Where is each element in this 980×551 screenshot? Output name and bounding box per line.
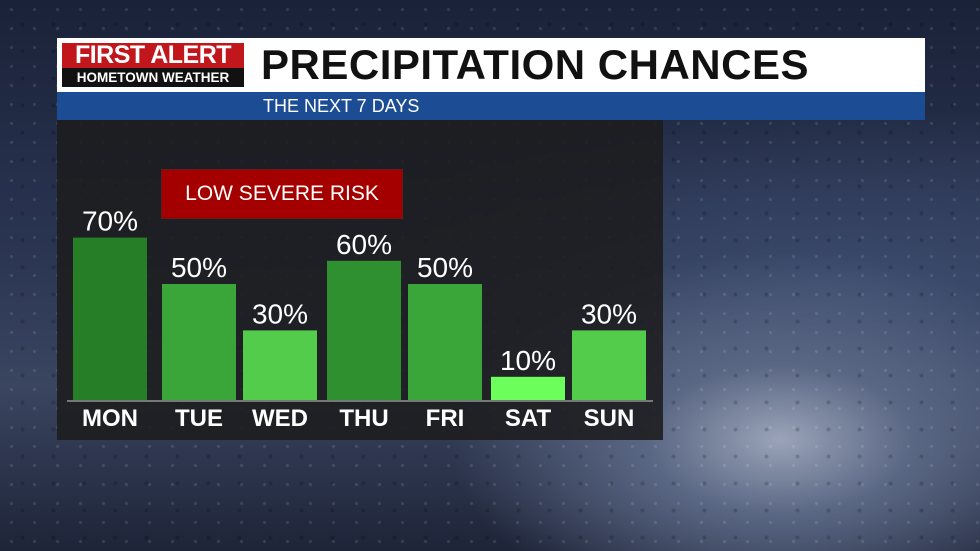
chart-panel: 70% MON 50% TUE 30% WED 60% THU 50% FRI 10% SAT 30% S… xyxy=(57,120,663,440)
data-label: 30% xyxy=(252,298,308,329)
page-title: PRECIPITATION CHANCES xyxy=(261,41,809,88)
data-label: 10% xyxy=(500,345,556,376)
data-label: 70% xyxy=(82,206,138,237)
logo-line2: HOMETOWN WEATHER xyxy=(62,68,244,87)
category-label: THU xyxy=(339,405,388,432)
data-label: 50% xyxy=(171,252,227,283)
bar-mon xyxy=(73,237,147,400)
bar-wed xyxy=(243,330,317,400)
category-label: MON xyxy=(82,405,138,432)
logo-line1: FIRST ALERT xyxy=(62,43,244,68)
severe-risk-badge: LOW SEVERE RISK xyxy=(161,169,403,219)
category-label: FRI xyxy=(426,405,465,432)
bar-sat xyxy=(491,376,565,400)
category-label: TUE xyxy=(175,405,223,432)
bar-chart: 70% MON 50% TUE 30% WED 60% THU 50% FRI 10% SAT 30% S… xyxy=(67,206,653,432)
category-label: SAT xyxy=(505,405,552,432)
data-label: 50% xyxy=(417,252,473,283)
bar-thu xyxy=(327,260,401,400)
data-label: 60% xyxy=(336,229,392,260)
bar-sun xyxy=(572,330,646,400)
first-alert-logo: FIRST ALERT HOMETOWN WEATHER xyxy=(62,43,244,87)
page-subtitle: THE NEXT 7 DAYS xyxy=(263,96,420,116)
bar-tue xyxy=(162,284,236,400)
category-label: SUN xyxy=(584,405,635,432)
category-label: WED xyxy=(252,405,308,432)
bar-fri xyxy=(408,284,482,400)
subtitle-bar: THE NEXT 7 DAYS xyxy=(57,92,925,120)
data-label: 30% xyxy=(581,298,637,329)
header-bar: FIRST ALERT HOMETOWN WEATHER PRECIPITATI… xyxy=(57,38,925,92)
